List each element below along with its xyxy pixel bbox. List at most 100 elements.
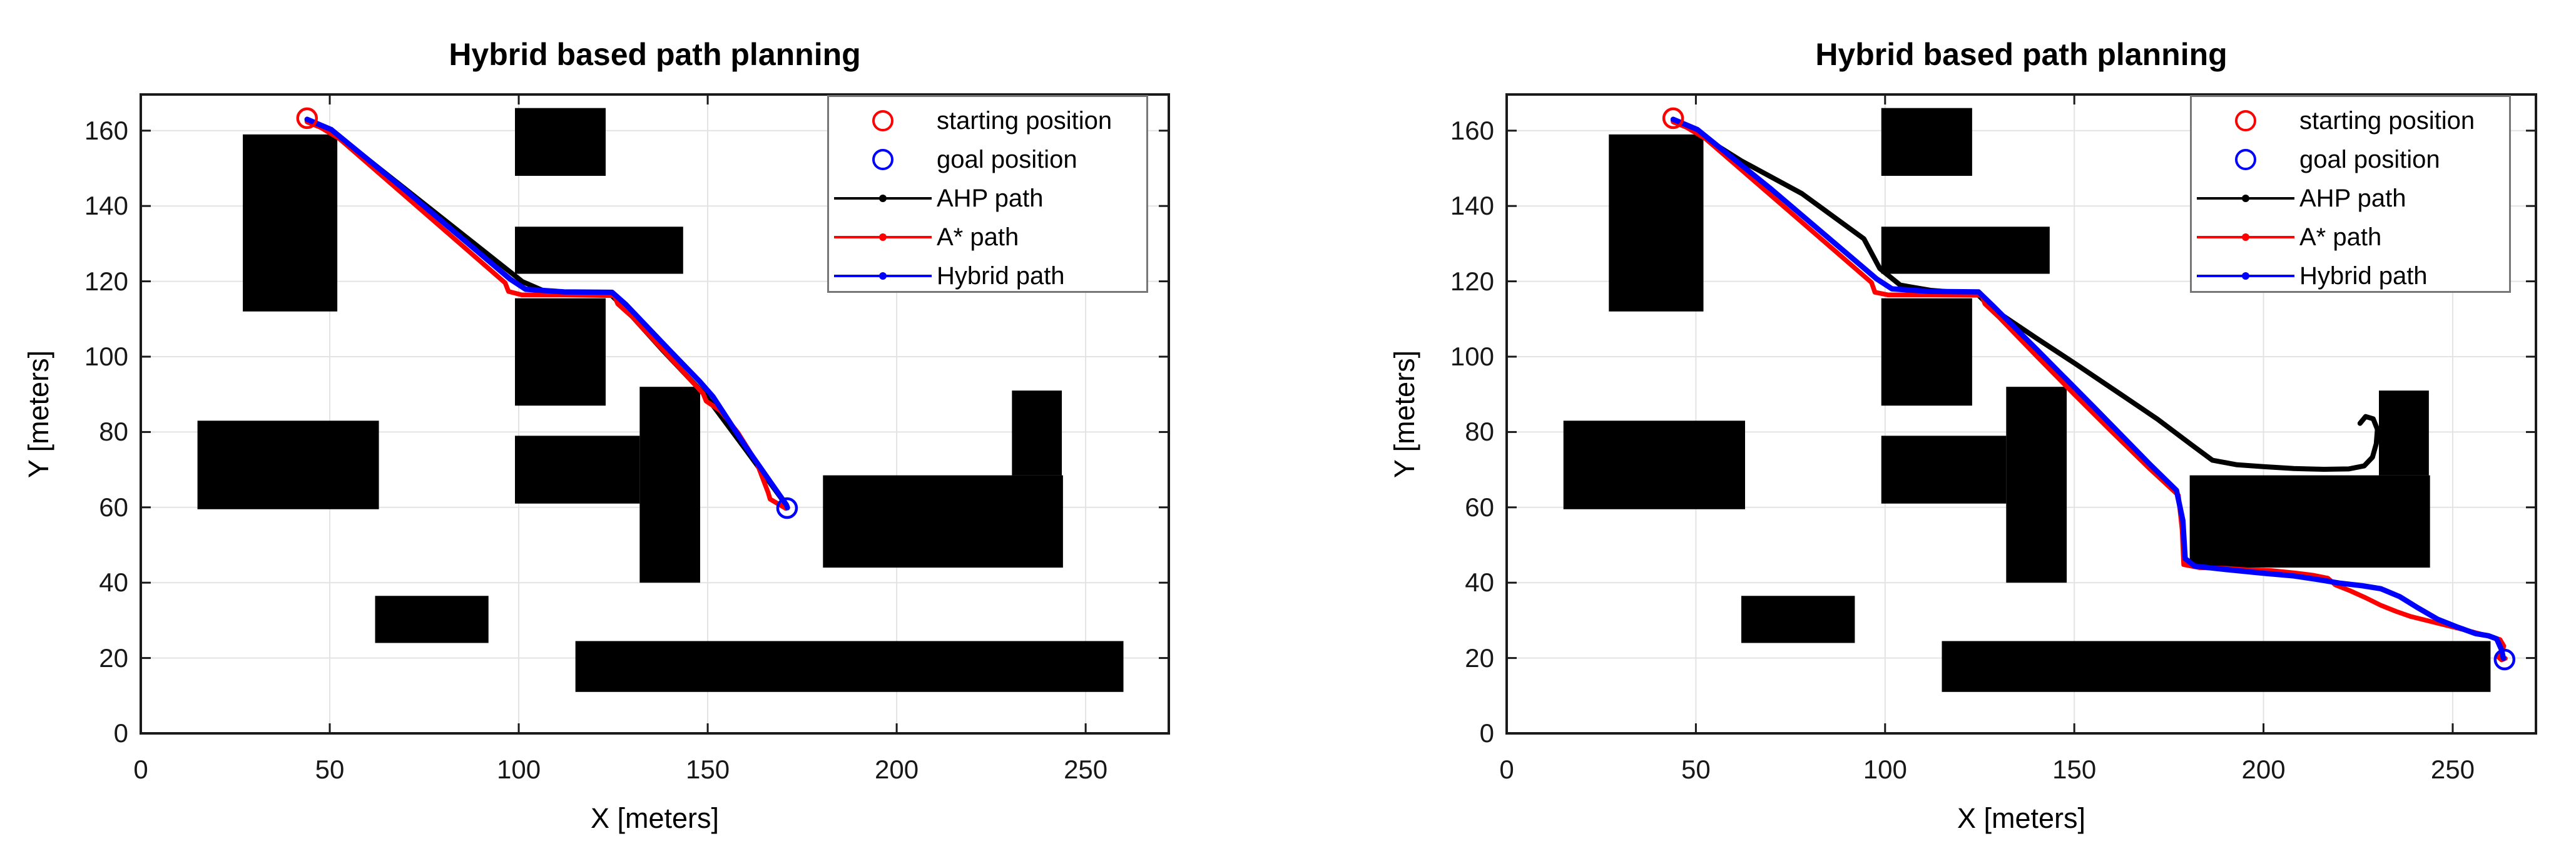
start-marker	[1662, 107, 1684, 130]
legend-row: AHP path	[2192, 179, 2509, 218]
obstacle-rect	[2006, 387, 2067, 583]
x-tick-label: 0	[133, 755, 148, 784]
obstacle-rect	[1942, 641, 2491, 692]
legend-entry-label: Hybrid path	[2299, 262, 2428, 290]
y-tick-label: 100	[84, 341, 128, 371]
legend-box: starting position goal position AHP path A*…	[2190, 95, 2511, 293]
legend-row: AHP path	[829, 179, 1146, 218]
obstacle-rect	[375, 596, 489, 643]
legend-row: starting position	[2192, 101, 2509, 140]
legend-row: Hybrid path	[829, 257, 1146, 295]
y-tick-label: 60	[99, 492, 128, 522]
obstacle-rect	[1609, 134, 1704, 312]
panel-right	[1505, 93, 2537, 735]
legend-marker-svg	[834, 272, 932, 280]
obstacle-rect	[1881, 227, 2050, 274]
legend-line-marker-icon	[2192, 257, 2299, 295]
x-axis-label: X [meters]	[590, 802, 720, 834]
hybrid-path-line	[1670, 116, 2507, 661]
legend-row: goal position	[829, 140, 1146, 179]
x-tick-label: 50	[315, 755, 345, 784]
legend-marker-svg	[872, 110, 893, 131]
legend-line-marker-icon	[2192, 218, 2299, 257]
obstacle-rect	[823, 475, 1063, 568]
goal-marker	[2493, 648, 2516, 671]
x-tick-label: 100	[496, 755, 541, 784]
y-tick-label: 40	[1465, 568, 1494, 598]
legend-entry-label: starting position	[2299, 106, 2475, 135]
obstacle-rect	[575, 641, 1124, 692]
legend-entry-label: starting position	[937, 106, 1112, 135]
obstacle-rect	[515, 298, 606, 406]
y-tick-label: 120	[1450, 266, 1494, 296]
obstacle-rect	[515, 436, 640, 504]
y-tick-label: 20	[1465, 643, 1494, 673]
y-tick-label: 0	[113, 718, 128, 748]
legend-entry-label: AHP path	[937, 184, 1044, 212]
obstacle-rect	[1563, 420, 1746, 509]
y-tick-label: 20	[99, 643, 128, 673]
circle-marker-glyph	[2235, 149, 2256, 170]
legend-row: goal position	[2192, 140, 2509, 179]
x-tick-label: 200	[875, 755, 919, 784]
ahp-path-line	[1671, 118, 2380, 472]
y-axis-label: Y [meters]	[23, 350, 54, 478]
y-tick-label: 160	[84, 115, 128, 145]
legend-entry-label: goal position	[2299, 145, 2440, 173]
legend-marker-svg	[2197, 272, 2294, 280]
legend-marker-svg	[2197, 233, 2294, 241]
legend-circle-marker-icon	[829, 101, 937, 140]
y-tick-label: 140	[84, 191, 128, 221]
obstacle-rect	[1012, 390, 1062, 476]
panel-left	[140, 93, 1170, 735]
dot-marker-glyph	[2242, 195, 2249, 202]
x-tick-label: 250	[1064, 755, 1108, 784]
circle-marker-glyph	[872, 149, 893, 170]
plot-box	[1505, 93, 2537, 735]
legend-entry-label: goal position	[937, 145, 1077, 173]
obstacle-rect	[243, 134, 338, 312]
legend-marker-svg	[834, 195, 932, 202]
y-tick-label: 80	[1465, 417, 1494, 447]
y-tick-label: 100	[1450, 341, 1494, 371]
dot-marker-glyph	[879, 272, 887, 280]
legend-entry-label: A* path	[2299, 223, 2382, 251]
legend-line-marker-icon	[829, 179, 937, 218]
obstacle-rect	[1741, 596, 1855, 643]
y-tick-label: 160	[1450, 115, 1494, 145]
plot-title: Hybrid based path planning	[1815, 37, 2227, 72]
circle-marker-glyph	[2235, 110, 2256, 131]
obstacle-rect	[2379, 390, 2429, 476]
legend-line-marker-icon	[829, 257, 937, 295]
y-tick-label: 40	[99, 568, 128, 598]
goal-marker	[776, 497, 798, 519]
obstacle-rect	[515, 227, 683, 274]
x-tick-label: 50	[1681, 755, 1711, 784]
dot-marker-glyph	[2242, 233, 2249, 241]
x-tick-label: 0	[1499, 755, 1514, 784]
obstacle-rect	[1881, 436, 2007, 504]
dot-marker-glyph	[879, 195, 887, 202]
x-tick-label: 250	[2430, 755, 2475, 784]
y-tick-label: 140	[1450, 191, 1494, 221]
legend-line-marker-icon	[829, 218, 937, 257]
circle-marker-glyph	[872, 110, 893, 131]
dot-marker-glyph	[879, 233, 887, 241]
y-tick-label: 0	[1479, 718, 1494, 748]
legend-entry-label: A* path	[937, 223, 1019, 251]
legend-line-marker-icon	[2192, 179, 2299, 218]
legend-box: starting position goal position AHP path A*…	[827, 95, 1148, 293]
start-marker	[296, 107, 318, 130]
x-tick-label: 200	[2241, 755, 2286, 784]
legend-marker-svg	[2235, 149, 2256, 170]
legend-circle-marker-icon	[2192, 101, 2299, 140]
obstacle-rect	[639, 387, 700, 583]
legend-row: starting position	[829, 101, 1146, 140]
legend-circle-marker-icon	[829, 140, 937, 179]
obstacle-rect	[197, 420, 379, 509]
hybrid-path-line	[304, 116, 790, 511]
obstacle-rect	[1881, 298, 1972, 406]
x-tick-label: 150	[686, 755, 730, 784]
